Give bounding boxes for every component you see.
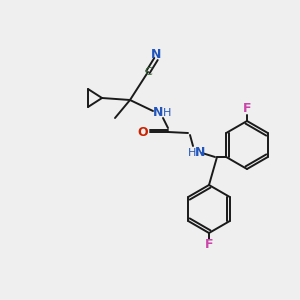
Text: H: H: [188, 148, 196, 158]
Text: N: N: [151, 49, 161, 62]
Text: N: N: [195, 146, 205, 160]
Text: F: F: [243, 103, 251, 116]
Text: F: F: [205, 238, 213, 251]
Text: H: H: [163, 108, 171, 118]
Text: O: O: [138, 125, 148, 139]
Text: C: C: [144, 67, 152, 77]
Text: N: N: [153, 106, 163, 119]
